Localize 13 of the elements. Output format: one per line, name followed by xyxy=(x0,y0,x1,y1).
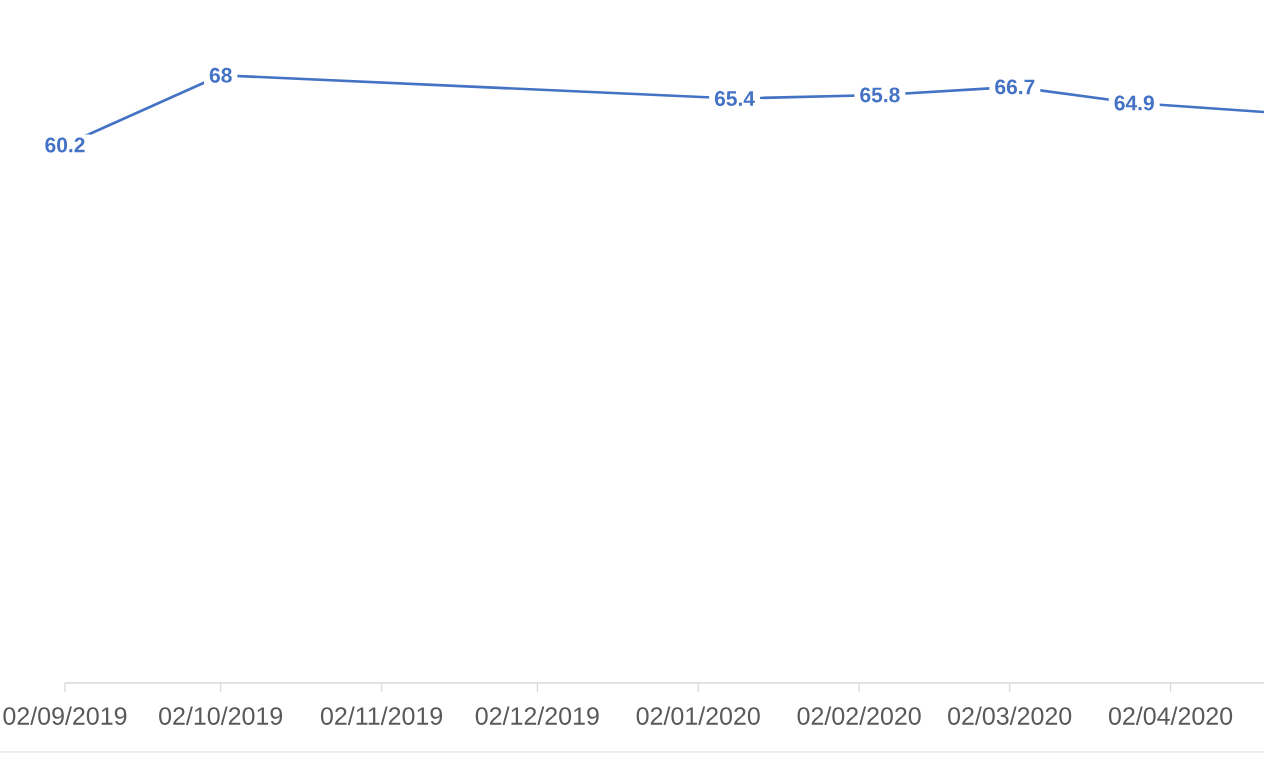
x-tick-label: 02/02/2020 xyxy=(797,706,921,725)
data-label: 65.8 xyxy=(860,87,900,103)
x-tick-label: 02/09/2019 xyxy=(3,706,127,725)
data-label: 66.7 xyxy=(995,79,1035,95)
data-label: 65.4 xyxy=(714,91,755,106)
data-label: 60.2 xyxy=(45,137,85,153)
x-tick-label: 02/10/2019 xyxy=(159,706,283,725)
data-label: 64.9 xyxy=(1114,95,1154,111)
x-tick-label: 02/01/2020 xyxy=(636,706,760,725)
x-tick-label: 02/12/2019 xyxy=(475,706,599,725)
x-tick-label: 02/11/2019 xyxy=(320,706,443,725)
x-tick-label: 02/04/2020 xyxy=(1108,706,1233,725)
x-tick-label: 02/03/2020 xyxy=(948,706,1072,725)
